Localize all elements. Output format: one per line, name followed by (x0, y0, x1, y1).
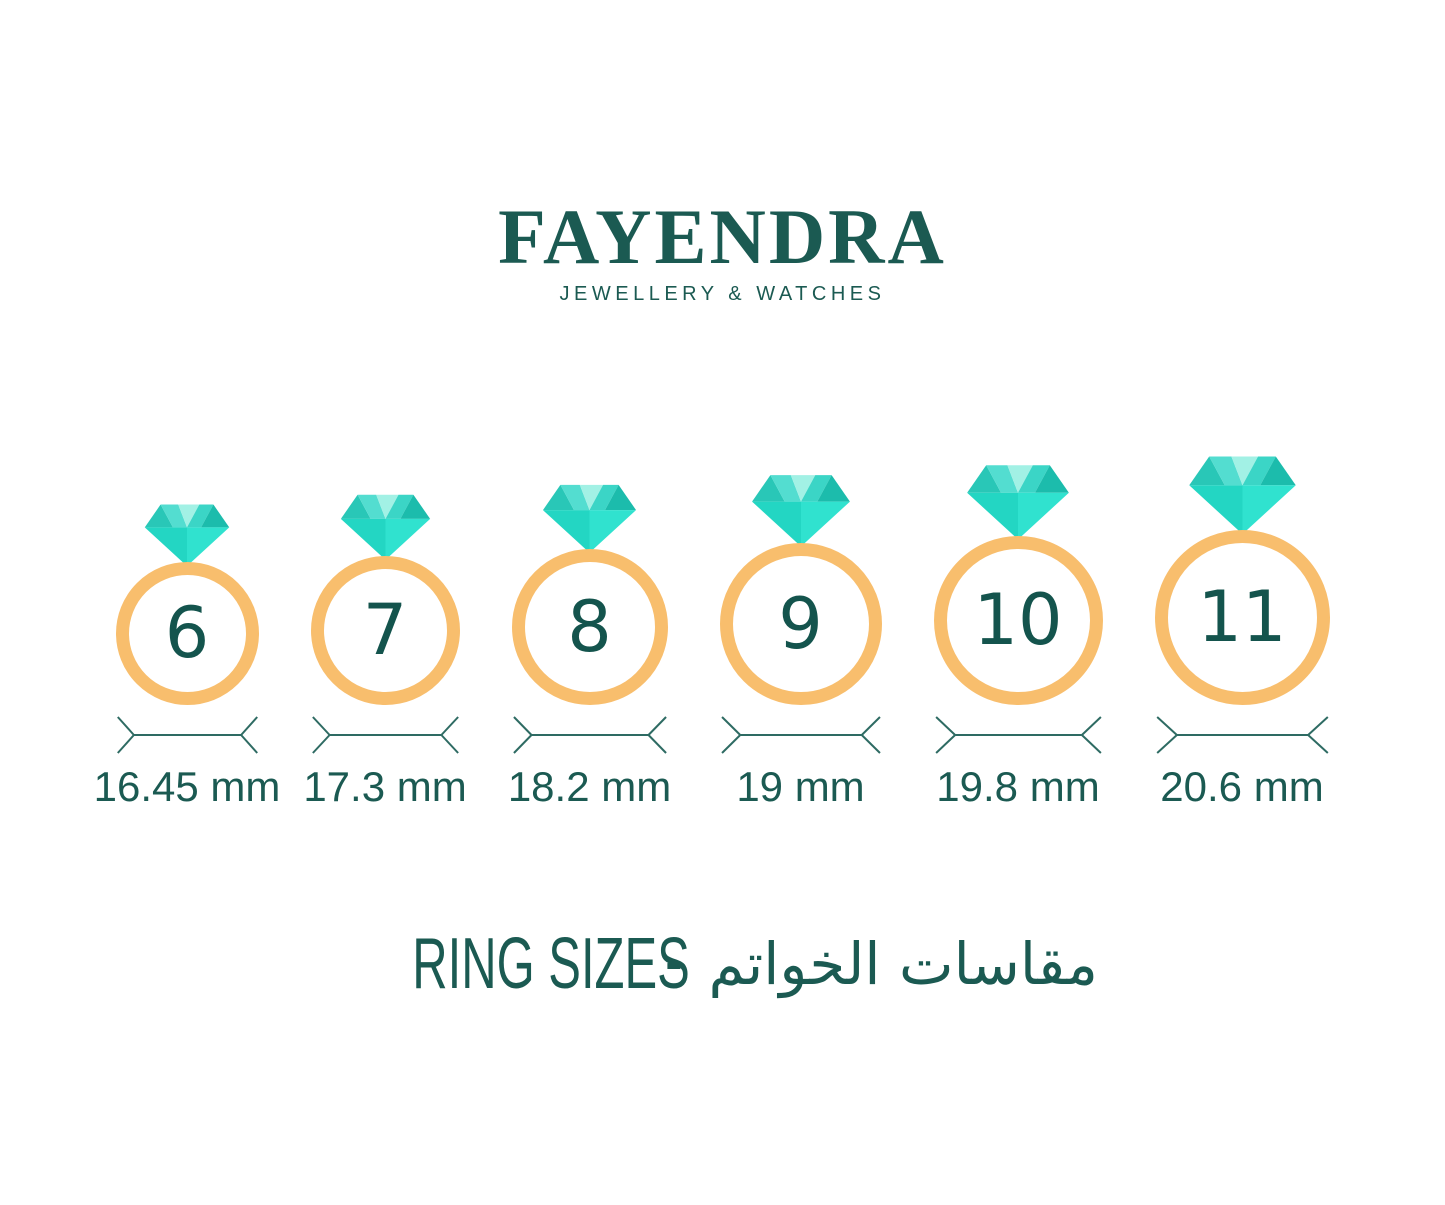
diamond-icon (542, 484, 637, 553)
measurement-arrows-icon (720, 715, 882, 755)
brand-logo: FAYENDRA JEWELLERY & WATCHES (0, 198, 1445, 306)
title-separator: - (665, 939, 683, 988)
ring-size-item-6: 6 16.45 mm (94, 501, 280, 810)
title-english-wrap: RING SIZES (347, 928, 689, 1000)
title-english: RING SIZES (412, 924, 690, 1004)
diameter-label: 20.6 mm (1160, 762, 1324, 810)
ring-size-item-10: 10 19.8 mm (933, 461, 1103, 810)
brand-name: FAYENDRA (498, 193, 947, 280)
ring-size-item-9: 9 19 mm (719, 471, 882, 810)
ring-band: 6 (115, 561, 259, 705)
measurement-arrows-icon (311, 715, 460, 755)
diameter-label: 19.8 mm (936, 762, 1100, 810)
page-title: RING SIZES - مقاسات الخواتم (0, 928, 1445, 1000)
diameter-label: 16.45 mm (93, 762, 281, 810)
ring-size-number: 6 (164, 592, 210, 675)
brand-tagline: JEWELLERY & WATCHES (559, 283, 886, 305)
ring-size-number: 9 (778, 582, 823, 665)
title-arabic: مقاسات الخواتم (708, 930, 1098, 998)
ring-size-chart: 6 16.45 mm (0, 452, 1445, 810)
measurement-arrows-icon (116, 715, 259, 755)
ring-band: 10 (933, 535, 1103, 705)
ring-band: 11 (1154, 529, 1330, 705)
measurement-arrows-icon (934, 715, 1103, 755)
ring-size-item-11: 11 20.6 mm (1154, 452, 1330, 810)
diameter-label: 17.3 mm (303, 762, 467, 810)
ring-band: 7 (310, 555, 460, 705)
ring-size-number: 8 (567, 585, 612, 668)
measurement-arrows-icon (512, 715, 668, 755)
diamond-icon (1188, 456, 1296, 534)
diameter-label: 19 mm (736, 762, 865, 810)
ring-size-item-7: 7 17.3 mm (303, 491, 467, 810)
ring-size-number: 7 (362, 589, 408, 672)
diameter-label: 18.2 mm (507, 762, 672, 810)
diamond-icon (967, 465, 1069, 540)
diamond-icon (751, 475, 850, 547)
ring-band: 8 (511, 548, 668, 705)
diamond-icon (144, 504, 230, 566)
ring-size-number: 11 (1197, 576, 1287, 659)
diamond-icon (340, 494, 430, 560)
ring-size-number: 10 (973, 579, 1063, 662)
ring-size-item-8: 8 18.2 mm (508, 481, 671, 810)
ring-band: 9 (719, 542, 882, 705)
measurement-arrows-icon (1155, 715, 1330, 755)
